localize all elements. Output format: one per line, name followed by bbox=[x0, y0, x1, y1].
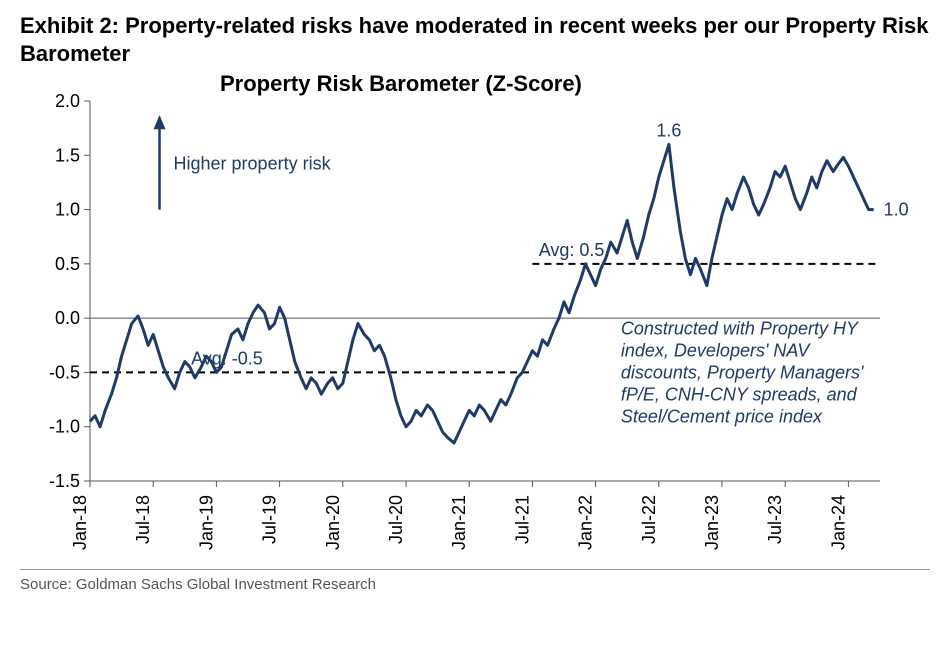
source-text: Source: Goldman Sachs Global Investment … bbox=[0, 576, 950, 593]
chart-container: Property Risk Barometer (Z-Score) -1.5-1… bbox=[20, 71, 930, 561]
svg-text:Jul-18: Jul-18 bbox=[133, 495, 153, 544]
svg-text:Jan-23: Jan-23 bbox=[702, 495, 722, 550]
svg-text:0.5: 0.5 bbox=[55, 254, 80, 274]
svg-text:Jul-23: Jul-23 bbox=[765, 495, 785, 544]
svg-text:2.0: 2.0 bbox=[55, 91, 80, 111]
svg-text:Jul-20: Jul-20 bbox=[386, 495, 406, 544]
svg-text:1.0: 1.0 bbox=[884, 200, 909, 220]
svg-text:1.5: 1.5 bbox=[55, 145, 80, 165]
svg-text:1.6: 1.6 bbox=[656, 120, 681, 140]
exhibit-title: Exhibit 2: Property-related risks have m… bbox=[0, 0, 950, 71]
svg-text:-1.5: -1.5 bbox=[49, 471, 80, 491]
svg-text:-1.0: -1.0 bbox=[49, 417, 80, 437]
svg-text:Constructed with Property HY: Constructed with Property HY bbox=[621, 318, 860, 338]
svg-text:Jan-18: Jan-18 bbox=[70, 495, 90, 550]
svg-text:-0.5: -0.5 bbox=[49, 362, 80, 382]
svg-text:Jul-19: Jul-19 bbox=[260, 495, 280, 544]
svg-text:Jul-22: Jul-22 bbox=[639, 495, 659, 544]
svg-text:Jan-24: Jan-24 bbox=[828, 495, 848, 550]
footer-rule bbox=[20, 569, 930, 570]
svg-text:Jan-22: Jan-22 bbox=[576, 495, 596, 550]
svg-text:Jan-20: Jan-20 bbox=[323, 495, 343, 550]
svg-text:Avg: 0.5: Avg: 0.5 bbox=[539, 240, 605, 260]
svg-text:discounts, Property Managers': discounts, Property Managers' bbox=[621, 362, 864, 382]
svg-text:0.0: 0.0 bbox=[55, 308, 80, 328]
svg-text:Jan-19: Jan-19 bbox=[196, 495, 216, 550]
chart-title: Property Risk Barometer (Z-Score) bbox=[220, 71, 582, 97]
svg-text:Jan-21: Jan-21 bbox=[449, 495, 469, 550]
svg-text:index, Developers' NAV: index, Developers' NAV bbox=[621, 340, 812, 360]
svg-text:fP/E, CNH-CNY spreads, and: fP/E, CNH-CNY spreads, and bbox=[621, 384, 858, 404]
svg-text:1.0: 1.0 bbox=[55, 200, 80, 220]
line-chart: -1.5 -1.0 -0.5 0.0 0.5 1.0 1.5 2.0 Jan-18 Jul-18 J… bbox=[20, 71, 930, 561]
svg-text:Steel/Cement price index: Steel/Cement price index bbox=[621, 406, 823, 426]
svg-text:Jul-21: Jul-21 bbox=[512, 495, 532, 544]
svg-text:Higher property risk: Higher property risk bbox=[174, 153, 332, 173]
